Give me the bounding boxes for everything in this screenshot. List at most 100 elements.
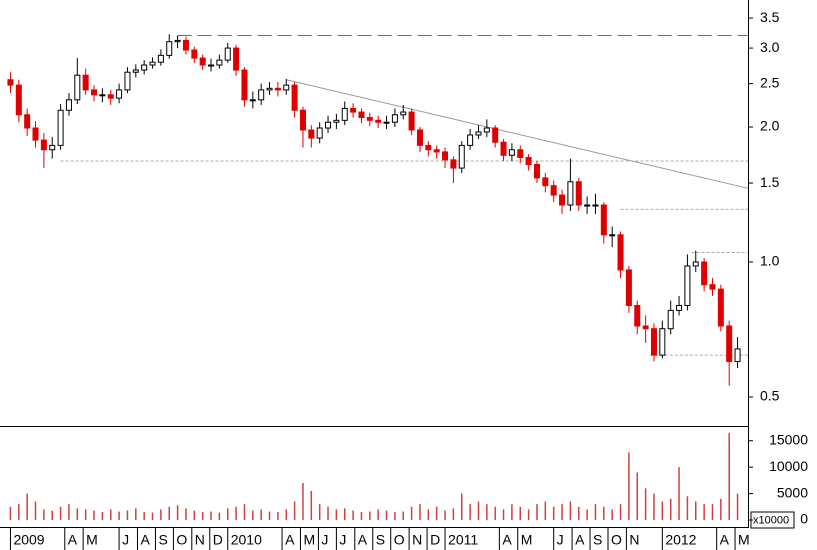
candle-body (350, 107, 357, 113)
candle-body (291, 84, 298, 111)
candle-body (659, 328, 666, 356)
x-tick-label: N (195, 532, 205, 548)
candle-body (116, 89, 123, 99)
x-tick-label: 2010 (231, 532, 262, 548)
candle-body (717, 288, 724, 327)
candle-body (341, 107, 348, 121)
candle-body (475, 131, 482, 136)
candle-body (299, 109, 306, 131)
candle-body (559, 194, 566, 206)
candle-body (517, 149, 524, 159)
candle-body (634, 304, 641, 327)
candle-body (734, 348, 741, 362)
x-tick-label: S (376, 532, 385, 548)
candle-body (609, 234, 616, 237)
candle-body (7, 79, 14, 86)
candle-body (57, 109, 64, 146)
x-tick-label: 2009 (13, 532, 44, 548)
candle-body (241, 69, 248, 101)
x-tick-label: N (629, 532, 639, 548)
candle-body (450, 159, 457, 169)
candle-body (208, 64, 215, 67)
candle-body (199, 57, 206, 66)
y-tick-label: 1.0 (760, 253, 780, 269)
candle-body (74, 74, 81, 101)
candle-body (124, 71, 131, 91)
trend-line (286, 79, 749, 189)
candle-body (182, 39, 189, 51)
candle-body (617, 234, 624, 271)
x-tick-label: A (68, 532, 78, 548)
candle-body (24, 114, 31, 129)
candle-body (15, 84, 22, 116)
candle-body (308, 129, 315, 139)
candle-body (676, 304, 683, 311)
candle-body (141, 64, 148, 71)
x-tick-label: D (213, 532, 223, 548)
candle-body (483, 127, 490, 133)
volume-tick-label: 0 (800, 511, 808, 527)
candle-body (174, 39, 181, 43)
candle-body (408, 111, 415, 131)
x-tick-label: N (412, 532, 422, 548)
candle-body (157, 54, 164, 63)
y-tick-label: 2.5 (760, 74, 780, 90)
candle-body (283, 84, 290, 91)
candle-body (191, 49, 198, 59)
x-tick-label: O (394, 532, 405, 548)
candle-body (425, 144, 432, 151)
candle-body (458, 144, 465, 169)
candle-body (642, 325, 649, 330)
candle-body (442, 151, 449, 161)
candle-body (567, 181, 574, 206)
candle-body (533, 163, 540, 179)
candle-body (550, 185, 557, 196)
candle-body (149, 61, 156, 66)
candle-body (709, 284, 716, 290)
candle-body (107, 94, 114, 99)
x-tick-label: S (158, 532, 167, 548)
candle-body (316, 127, 323, 139)
candle-body (416, 129, 423, 146)
candle-body (500, 141, 507, 156)
candle-body (49, 144, 56, 151)
y-tick-label: 3.5 (760, 9, 780, 25)
candle-body (701, 261, 708, 286)
candle-body (65, 99, 72, 111)
x-tick-label: J (557, 532, 564, 548)
candle-body (692, 261, 699, 267)
candle-body (391, 114, 398, 123)
candle-body (258, 89, 265, 101)
candle-body (592, 204, 599, 207)
x-tick-label: O (611, 532, 622, 548)
x-tick-label: M (521, 532, 533, 548)
y-tick-label: 0.5 (760, 388, 780, 404)
y-tick-label: 2.0 (760, 118, 780, 134)
x-tick-label: A (502, 532, 512, 548)
candle-body (467, 134, 474, 146)
candle-body (166, 41, 173, 56)
x-tick-label: J (321, 532, 328, 548)
x-tick-label: M (738, 532, 750, 548)
candle-body (684, 265, 691, 306)
candle-body (375, 119, 382, 123)
candle-body (358, 111, 365, 119)
x-tick-label: J (122, 532, 129, 548)
candle-body (132, 69, 139, 73)
volume-tick-label: 5000 (777, 484, 808, 500)
candle-body (366, 117, 373, 121)
candle-body (40, 139, 47, 151)
x-tick-label: M (303, 532, 315, 548)
candle-body (492, 127, 499, 143)
candle-body (575, 181, 582, 206)
candle-body (99, 94, 106, 97)
x-tick-label: M (86, 532, 98, 548)
candle-body (584, 204, 591, 207)
y-tick-label: 3.0 (760, 39, 780, 55)
volume-unit: x10000 (753, 514, 789, 526)
candle-body (224, 47, 231, 61)
x-tick-label: O (176, 532, 187, 548)
x-tick-label: J (339, 532, 346, 548)
candle-body (726, 325, 733, 362)
